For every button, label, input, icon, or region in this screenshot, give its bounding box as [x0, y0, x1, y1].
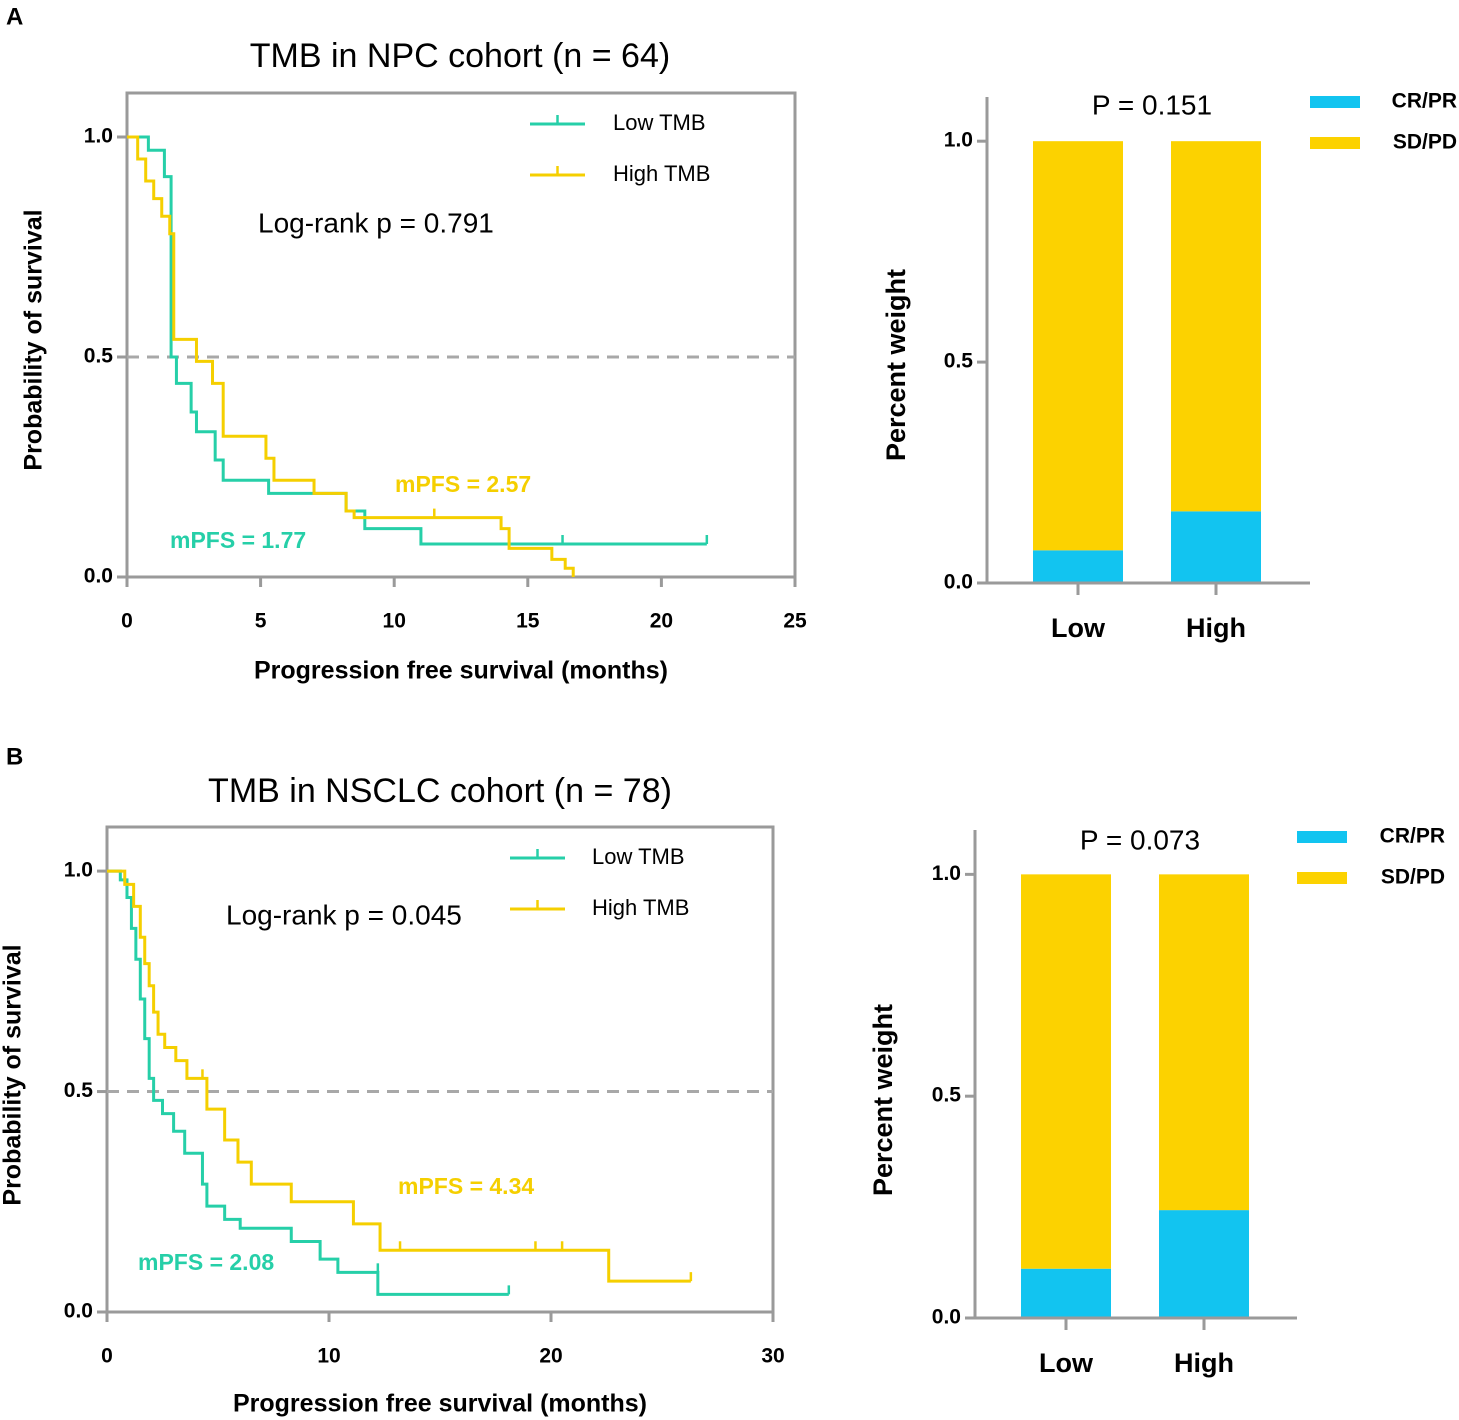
survival-curve [127, 135, 707, 546]
x-tick-label: 20 [539, 1345, 562, 1368]
legend-swatch [1310, 137, 1360, 149]
y-axis-label: Percent weight [881, 269, 911, 461]
annotation: mPFS = 1.77 [170, 527, 306, 553]
x-tick-label: 10 [383, 610, 406, 633]
annotation: mPFS = 4.34 [398, 1173, 534, 1199]
x-axis-label: Progression free survival (months) [254, 657, 668, 685]
y-tick-label: 0.5 [64, 1079, 94, 1102]
legend-label: High TMB [592, 895, 689, 920]
y-tick-label: 0.0 [944, 571, 973, 594]
legend-swatch [1297, 872, 1347, 884]
annotation: Log-rank p = 0.791 [258, 207, 494, 238]
panel-label: A [6, 3, 23, 30]
annotation: mPFS = 2.08 [138, 1249, 274, 1275]
x-tick-label: High [1174, 1348, 1234, 1378]
legend-label: SD/PD [1393, 131, 1457, 154]
x-tick-label: 0 [101, 1345, 113, 1368]
bar-segment [1159, 874, 1249, 1211]
chart-title: P = 0.151 [1092, 89, 1212, 120]
bar-segment [1159, 1210, 1249, 1318]
y-tick-label: 0.0 [84, 565, 113, 588]
legend-label: High TMB [613, 161, 710, 186]
x-tick-label: Low [1039, 1348, 1094, 1378]
y-axis-label: Probability of survival [0, 944, 27, 1205]
survival-curve [107, 869, 691, 1283]
bar-segment [1033, 550, 1123, 583]
x-tick-label: Low [1051, 613, 1106, 643]
y-axis-label: Percent weight [868, 1004, 898, 1196]
y-tick-label: 0.5 [932, 1084, 962, 1107]
y-axis-label: Probability of survival [20, 209, 48, 470]
x-axis-label: Progression free survival (months) [233, 1390, 647, 1418]
y-tick-label: 0.0 [64, 1300, 93, 1323]
survival-curve [107, 869, 509, 1296]
bar-segment [1171, 511, 1261, 583]
bar-segment [1171, 141, 1261, 512]
y-tick-label: 0.5 [944, 350, 974, 373]
x-tick-label: High [1186, 613, 1246, 643]
annotation: mPFS = 2.57 [395, 471, 531, 497]
bar-segment [1033, 141, 1123, 551]
survival-curve [127, 135, 575, 577]
plot-frame [125, 91, 797, 579]
chart-title: P = 0.073 [1080, 824, 1200, 855]
y-tick-label: 1.0 [64, 859, 93, 882]
legend-label: CR/PR [1392, 90, 1457, 113]
y-tick-label: 1.0 [932, 862, 961, 885]
x-tick-label: 0 [121, 610, 133, 633]
y-tick-label: 0.0 [932, 1306, 961, 1329]
plot-frame [105, 825, 775, 1314]
x-tick-label: 10 [317, 1345, 340, 1368]
annotation: Log-rank p = 0.045 [226, 899, 462, 930]
chart-title: TMB in NPC cohort (n = 64) [250, 37, 670, 75]
chart-title: TMB in NSCLC cohort (n = 78) [208, 772, 672, 810]
panel-label: B [6, 743, 23, 770]
bar-segment [1021, 1268, 1111, 1318]
x-tick-label: 30 [761, 1345, 784, 1368]
y-tick-label: 1.0 [944, 129, 973, 152]
y-tick-label: 1.0 [84, 125, 113, 148]
x-tick-label: 5 [255, 610, 267, 633]
bar-segment [1021, 874, 1111, 1269]
legend-label: SD/PD [1381, 866, 1445, 889]
x-tick-label: 20 [650, 610, 673, 633]
legend-label: Low TMB [613, 110, 706, 135]
x-tick-label: 15 [516, 610, 540, 633]
y-tick-label: 0.5 [84, 345, 114, 368]
legend-swatch [1297, 831, 1347, 843]
legend-swatch [1310, 96, 1360, 108]
legend-label: Low TMB [592, 844, 685, 869]
legend-label: CR/PR [1380, 825, 1445, 848]
x-tick-label: 25 [783, 610, 807, 633]
